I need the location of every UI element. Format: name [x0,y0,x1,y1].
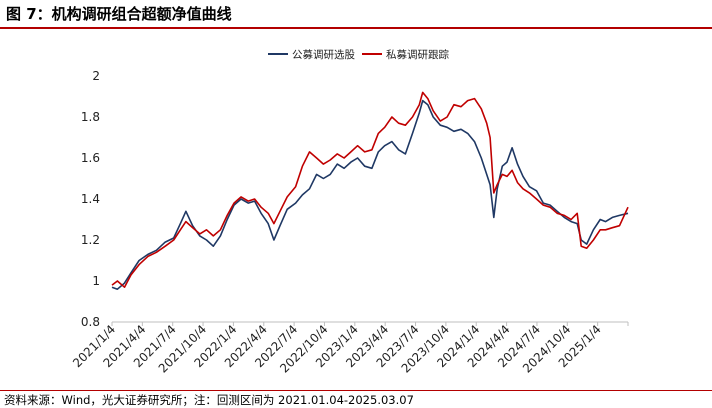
y-tick-label: 0.8 [81,315,100,329]
legend-label: 私募调研跟踪 [386,48,449,61]
legend-label: 公募调研选股 [292,48,355,61]
figure-source-note: 资料来源：Wind，光大证券研究所；注：回测区间为 2021.01.04-202… [4,393,414,407]
series-line-2 [111,91,629,288]
chart-legend: 公募调研选股 私募调研跟踪 [268,48,449,61]
source-rule [0,390,712,391]
y-axis: 0.8 1 1.2 1.4 1.6 1.8 2 [81,69,100,329]
x-axis: 2021/1/42021/4/42021/7/42021/10/42022/1/… [70,321,629,376]
y-tick-label: 1.4 [81,192,100,206]
excess-nav-line-chart: 公募调研选股 私募调研跟踪 0.8 1 1.2 1.4 1.6 1.8 2 2021/1/42… [70,48,629,376]
title-rule [0,27,712,29]
figure-title: 图 7：机构调研组合超额净值曲线 [6,5,232,23]
y-tick-label: 2 [92,69,100,83]
y-tick-label: 1.8 [81,110,100,124]
series-layer [111,91,629,290]
series-line-1 [111,99,629,290]
y-tick-label: 1 [92,274,100,288]
y-tick-label: 1.2 [81,233,100,247]
y-tick-label: 1.6 [81,151,100,165]
